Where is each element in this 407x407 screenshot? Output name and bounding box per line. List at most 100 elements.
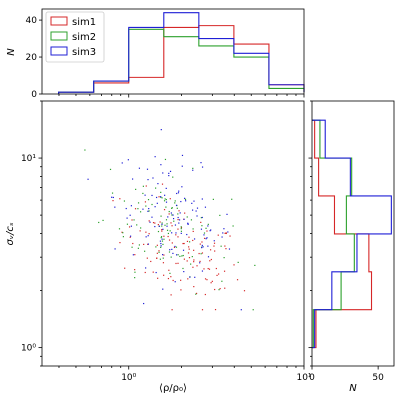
scatter-point-sim3	[155, 271, 157, 274]
scatter-point-sim3	[201, 244, 203, 247]
scatter-point-sim1	[167, 235, 169, 238]
scatter-point-sim1	[200, 221, 202, 223]
scatter-point-sim1	[161, 183, 164, 185]
right-histogram-xticks: 0 50	[309, 366, 384, 383]
scatter-point-sim1	[224, 232, 226, 234]
scatter-point-sim3	[156, 202, 158, 204]
scatter-point-sim2	[170, 256, 172, 258]
scatter-point-sim1	[199, 243, 201, 245]
scatter-point-sim3	[147, 210, 149, 212]
scatter-point-sim1	[134, 254, 136, 256]
scatter-point-sim1	[195, 292, 198, 295]
scatter-yticks: 10⁰ 10¹	[21, 100, 42, 367]
scatter-point-sim1	[188, 246, 190, 248]
scatter-point-sim3	[157, 183, 159, 185]
scatter-point-sim3	[151, 194, 153, 197]
scatter-point-sim1	[188, 257, 191, 259]
scatter-point-sim3	[203, 234, 205, 236]
scatter-point-sim3	[164, 194, 166, 196]
scatter-point-sim2	[207, 223, 209, 225]
scatter-point-sim2	[159, 258, 161, 260]
scatter-point-sim1	[156, 257, 158, 259]
scatter-point-sim3	[195, 210, 197, 212]
scatter-point-sim1	[167, 277, 170, 280]
scatter-point-sim1	[208, 268, 211, 270]
scatter-point-sim2	[111, 192, 114, 194]
scatter-point-sim2	[165, 206, 167, 208]
scatter-point-sim3	[148, 208, 150, 210]
scatter-point-sim1	[224, 287, 226, 289]
scatter-point-sim2	[160, 236, 163, 238]
scatter-point-sim2	[98, 221, 100, 224]
scatter-point-sim3	[187, 222, 189, 224]
scatter-point-sim2	[200, 217, 202, 219]
scatter-point-sim1	[184, 212, 186, 214]
scatter-point-sim3	[174, 281, 176, 283]
scatter-point-sim3	[210, 229, 212, 231]
scatter-point-sim3	[221, 236, 223, 238]
scatter-point-sim3	[174, 245, 176, 248]
legend: sim1 sim2 sim3	[45, 11, 105, 63]
scatter-point-sim1	[163, 254, 165, 256]
legend-label-sim3: sim3	[72, 47, 96, 58]
legend-swatch-sim2	[50, 31, 68, 41]
top-histogram-series-sim3	[58, 12, 305, 94]
scatter-point-sim2	[102, 219, 104, 222]
scatter-point-sim3	[183, 270, 185, 273]
scatter-point-sim3	[154, 156, 156, 158]
scatter-point-sim2	[221, 280, 223, 282]
scatter-point-sim3	[168, 172, 170, 174]
scatter-point-sim3	[191, 202, 193, 204]
scatter-point-sim3	[175, 254, 178, 256]
scatter-point-sim3	[144, 194, 146, 196]
scatter-point-sim2	[220, 245, 222, 247]
scatter-point-sim1	[186, 240, 189, 243]
scatter-point-sim1	[161, 228, 163, 231]
scatter-point-sim1	[186, 260, 188, 262]
scatter-point-sim1	[229, 235, 231, 237]
scatter-point-sim1	[193, 249, 195, 251]
top-histogram-steps	[58, 12, 305, 94]
scatter-point-sim3	[189, 276, 191, 278]
scatter-point-sim2	[142, 192, 144, 195]
scatter-point-sim3	[175, 232, 177, 234]
scatter-point-sim1	[170, 276, 172, 278]
top-histogram-yticks: 0 20 40	[26, 16, 42, 100]
scatter-point-sim2	[118, 228, 121, 230]
scatter-point-sim1	[183, 242, 185, 245]
scatter-point-sim2	[218, 289, 220, 291]
scatter-point-sim1	[119, 242, 121, 244]
scatter-point-sim3	[178, 222, 180, 224]
scatter-point-sim2	[232, 225, 234, 227]
scatter-point-sim1	[134, 269, 136, 271]
scatter-point-sim2	[123, 200, 126, 202]
scatter-point-sim1	[225, 232, 227, 235]
scatter-point-sim1	[163, 209, 166, 211]
scatter-point-sim1	[180, 279, 182, 281]
scatter-point-sim3	[176, 192, 178, 195]
scatter-panel: 10⁰ 10¹ 10⁰ 10¹ ⟨ρ/ρ₀⟩ σᵥ/cₛ	[5, 100, 312, 394]
scatter-point-sim3	[172, 252, 174, 255]
scatter-point-sim1	[213, 242, 216, 244]
scatter-point-sim2	[169, 272, 171, 274]
scatter-point-sim3	[168, 174, 170, 177]
scatter-point-sim2	[184, 198, 187, 200]
scatter-point-sim1	[131, 219, 133, 221]
scatter-point-sim2	[122, 232, 124, 234]
scatter-point-sim2	[203, 232, 206, 234]
scatter-point-sim3	[167, 216, 169, 218]
scatter-point-sim1	[168, 239, 171, 241]
scatter-point-sim2	[163, 238, 165, 240]
scatter-point-sim3	[179, 212, 181, 214]
scatter-point-sim1	[147, 243, 149, 245]
scatter-point-sim3	[196, 207, 199, 209]
scatter-point-sim1	[192, 239, 194, 242]
scatter-point-sim2	[180, 226, 182, 228]
scatter-point-sim2	[182, 254, 184, 257]
scatter-point-sim2	[168, 210, 170, 213]
scatter-point-sim1	[203, 268, 205, 270]
scatter-point-sim3	[111, 196, 113, 198]
scatter-point-sim2	[147, 199, 150, 201]
scatter-point-sim3	[121, 162, 123, 164]
scatter-point-sim3	[205, 238, 207, 240]
